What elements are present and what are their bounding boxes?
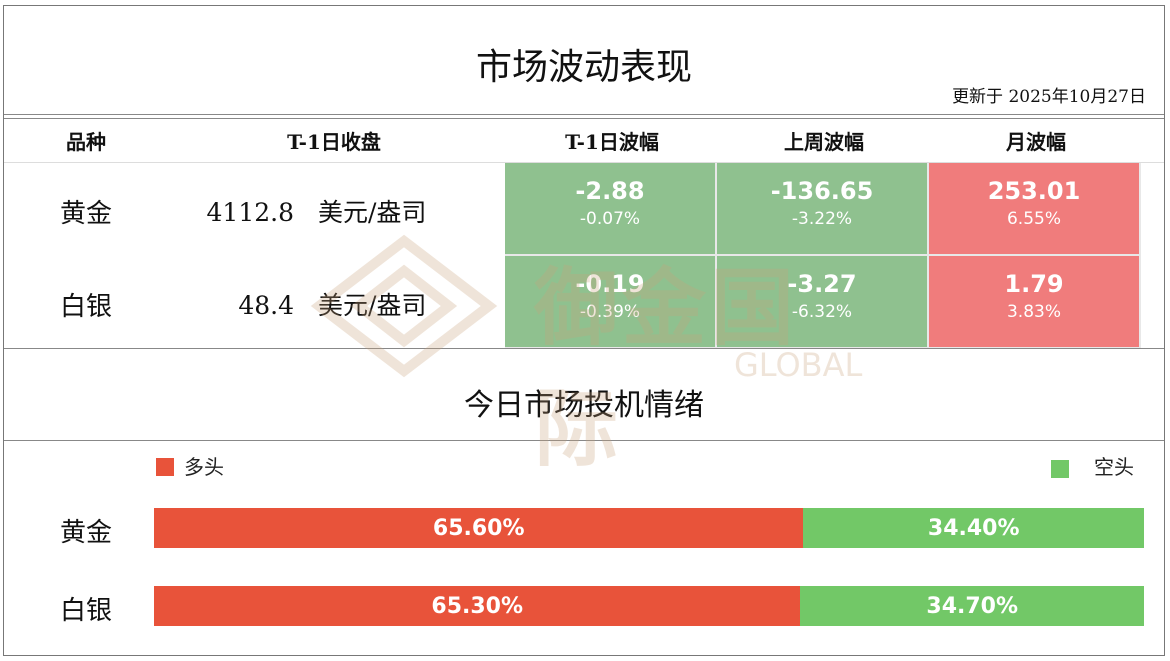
short-segment: 34.70%	[800, 586, 1144, 626]
range-value: -0.19	[575, 270, 645, 298]
short-legend-label: 空头	[1094, 455, 1134, 479]
range-value: -3.27	[787, 270, 857, 298]
range-percent: 3.83%	[1006, 302, 1061, 322]
header-month-range: 月波幅	[1006, 130, 1066, 154]
range-cell: -0.19 -0.39%	[505, 256, 717, 349]
range-value: -2.88	[575, 177, 645, 205]
long-segment: 65.30%	[154, 586, 801, 626]
row-close: 48.4 美元/盎司	[164, 286, 454, 322]
close-value: 48.4	[238, 291, 294, 320]
range-value: 253.01	[987, 177, 1081, 205]
page-title: 市场波动表现	[475, 47, 692, 88]
sentiment-bar: 65.30% 34.70%	[154, 586, 1144, 626]
range-value: 1.79	[1004, 270, 1064, 298]
header-variety: 品种	[66, 130, 106, 154]
close-unit: 美元/盎司	[318, 198, 427, 227]
short-legend-swatch	[1051, 460, 1069, 478]
close-value: 4112.8	[206, 198, 294, 227]
long-legend-swatch	[156, 458, 174, 476]
row-close: 4112.8 美元/盎司	[164, 193, 454, 229]
header-close: T-1日收盘	[287, 130, 381, 154]
sentiment-bar: 65.60% 34.40%	[154, 508, 1144, 548]
long-legend-label: 多头	[184, 455, 224, 479]
range-cell: 1.79 3.83%	[929, 256, 1141, 349]
range-percent: -0.39%	[579, 302, 641, 322]
market-volatility-panel: 市场波动表现 更新于 2025年10月27日 品种 T-1日收盘 T-1日波幅 …	[3, 5, 1165, 656]
row-name: 白银	[59, 292, 112, 322]
long-segment: 65.60%	[154, 508, 804, 548]
header-week-range: 上周波幅	[784, 130, 864, 154]
sentiment-row-name: 黄金	[59, 518, 112, 548]
range-cell: -3.27 -6.32%	[717, 256, 929, 349]
range-value: -136.65	[770, 177, 874, 205]
sentiment-title: 今日市场投机情绪	[464, 388, 704, 423]
range-percent: 6.55%	[1006, 209, 1061, 229]
sentiment-row-name: 白银	[59, 596, 112, 626]
header-t1-range: T-1日波幅	[565, 130, 659, 154]
range-percent: -3.22%	[791, 209, 853, 229]
range-cell: 253.01 6.55%	[929, 163, 1141, 256]
close-unit: 美元/盎司	[318, 291, 427, 320]
range-percent: -6.32%	[791, 302, 853, 322]
update-date: 更新于 2025年10月27日	[952, 87, 1146, 107]
range-percent: -0.07%	[579, 209, 641, 229]
row-name: 黄金	[59, 199, 112, 229]
range-cell: -2.88 -0.07%	[505, 163, 717, 256]
range-cell: -136.65 -3.22%	[717, 163, 929, 256]
short-segment: 34.40%	[803, 508, 1144, 548]
